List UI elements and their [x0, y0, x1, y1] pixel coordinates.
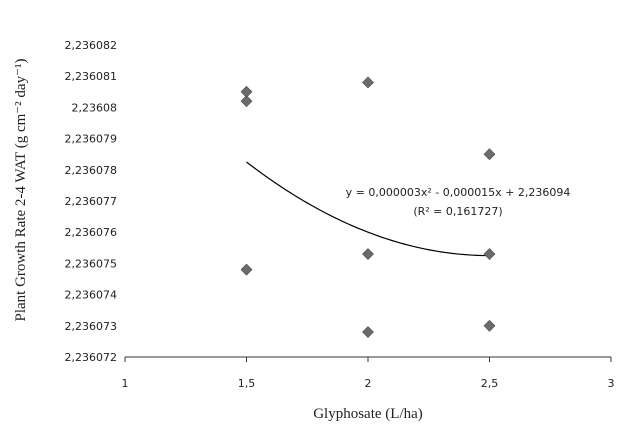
data-point [362, 76, 374, 89]
y-tick-label: 2,236074 [65, 289, 118, 302]
x-tick-label: 1 [122, 377, 129, 390]
data-point [362, 248, 374, 260]
y-tick-label: 2,236082 [65, 39, 118, 52]
trendline [246, 161, 490, 257]
x-tick-label: 1,5 [238, 377, 256, 390]
data-point [240, 95, 253, 108]
y-tick-label: 2,236081 [65, 70, 118, 83]
y-tick-label: 2,236075 [65, 257, 118, 270]
y-tick-label: 2,236073 [65, 320, 118, 333]
y-tick-labels: 2,236072 2,236073 2,236074 2,236075 2,236076… [65, 39, 118, 364]
x-tick-label: 3 [608, 377, 615, 390]
y-axis-title: Plant Growth Rate 2-4 WAT (g cm⁻² day⁻¹) [13, 59, 29, 322]
y-tick-label: 2,236076 [65, 226, 118, 239]
x-tick-labels: 1 1,5 2 2,5 3 [122, 377, 615, 390]
y-tick-label: 2,236072 [65, 351, 118, 364]
y-tick-label: 2,236077 [65, 195, 118, 208]
data-point [483, 148, 496, 161]
y-tick-label: 2,236079 [65, 133, 118, 146]
x-tick-marks [124, 357, 612, 362]
x-tick-label: 2 [365, 377, 372, 390]
x-axis-title: Glyphosate (L/ha) [313, 406, 423, 422]
data-points [240, 76, 496, 338]
data-point [483, 319, 496, 332]
data-point [240, 263, 253, 276]
data-point [483, 248, 496, 260]
x-tick-label: 2,5 [481, 377, 499, 390]
y-tick-label: 2,23608 [72, 101, 118, 114]
data-point [362, 326, 374, 338]
trendline-equation: y = 0,000003x² - 0,000015x + 2,236094 [346, 186, 571, 199]
trendline-r-squared: (R² = 0,161727) [413, 205, 502, 218]
y-tick-label: 2,236078 [65, 164, 118, 177]
